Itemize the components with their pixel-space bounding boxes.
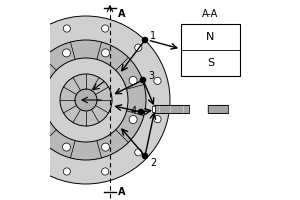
Text: A-A: A-A (202, 9, 219, 19)
Circle shape (154, 77, 161, 84)
Text: 2: 2 (150, 158, 156, 168)
Circle shape (62, 49, 70, 57)
Circle shape (102, 168, 109, 175)
Circle shape (60, 74, 112, 126)
Circle shape (63, 25, 70, 32)
Circle shape (140, 77, 146, 83)
Circle shape (62, 143, 70, 151)
Text: S: S (207, 58, 214, 68)
Circle shape (101, 49, 110, 57)
Circle shape (129, 76, 137, 84)
Circle shape (142, 37, 148, 43)
Circle shape (30, 149, 37, 156)
Circle shape (138, 109, 144, 115)
Bar (208, 105, 228, 113)
Circle shape (154, 116, 161, 123)
Circle shape (142, 153, 148, 159)
Bar (152, 106, 155, 112)
Circle shape (63, 168, 70, 175)
Text: A: A (118, 9, 125, 19)
Text: 3: 3 (148, 71, 154, 81)
Circle shape (30, 44, 37, 51)
Text: 4: 4 (131, 106, 137, 116)
Text: 1: 1 (150, 31, 156, 41)
Circle shape (35, 116, 43, 124)
Circle shape (101, 143, 110, 151)
Circle shape (135, 149, 142, 156)
Circle shape (44, 58, 128, 142)
Circle shape (135, 44, 142, 51)
Circle shape (35, 76, 43, 84)
Circle shape (2, 16, 170, 184)
Circle shape (11, 77, 18, 84)
Text: A: A (118, 187, 125, 197)
Circle shape (11, 116, 18, 123)
Circle shape (75, 89, 97, 111)
Bar (154, 105, 189, 113)
Circle shape (129, 116, 137, 124)
Bar (181, 24, 240, 76)
Circle shape (102, 25, 109, 32)
Circle shape (26, 40, 146, 160)
Text: N: N (206, 32, 215, 42)
